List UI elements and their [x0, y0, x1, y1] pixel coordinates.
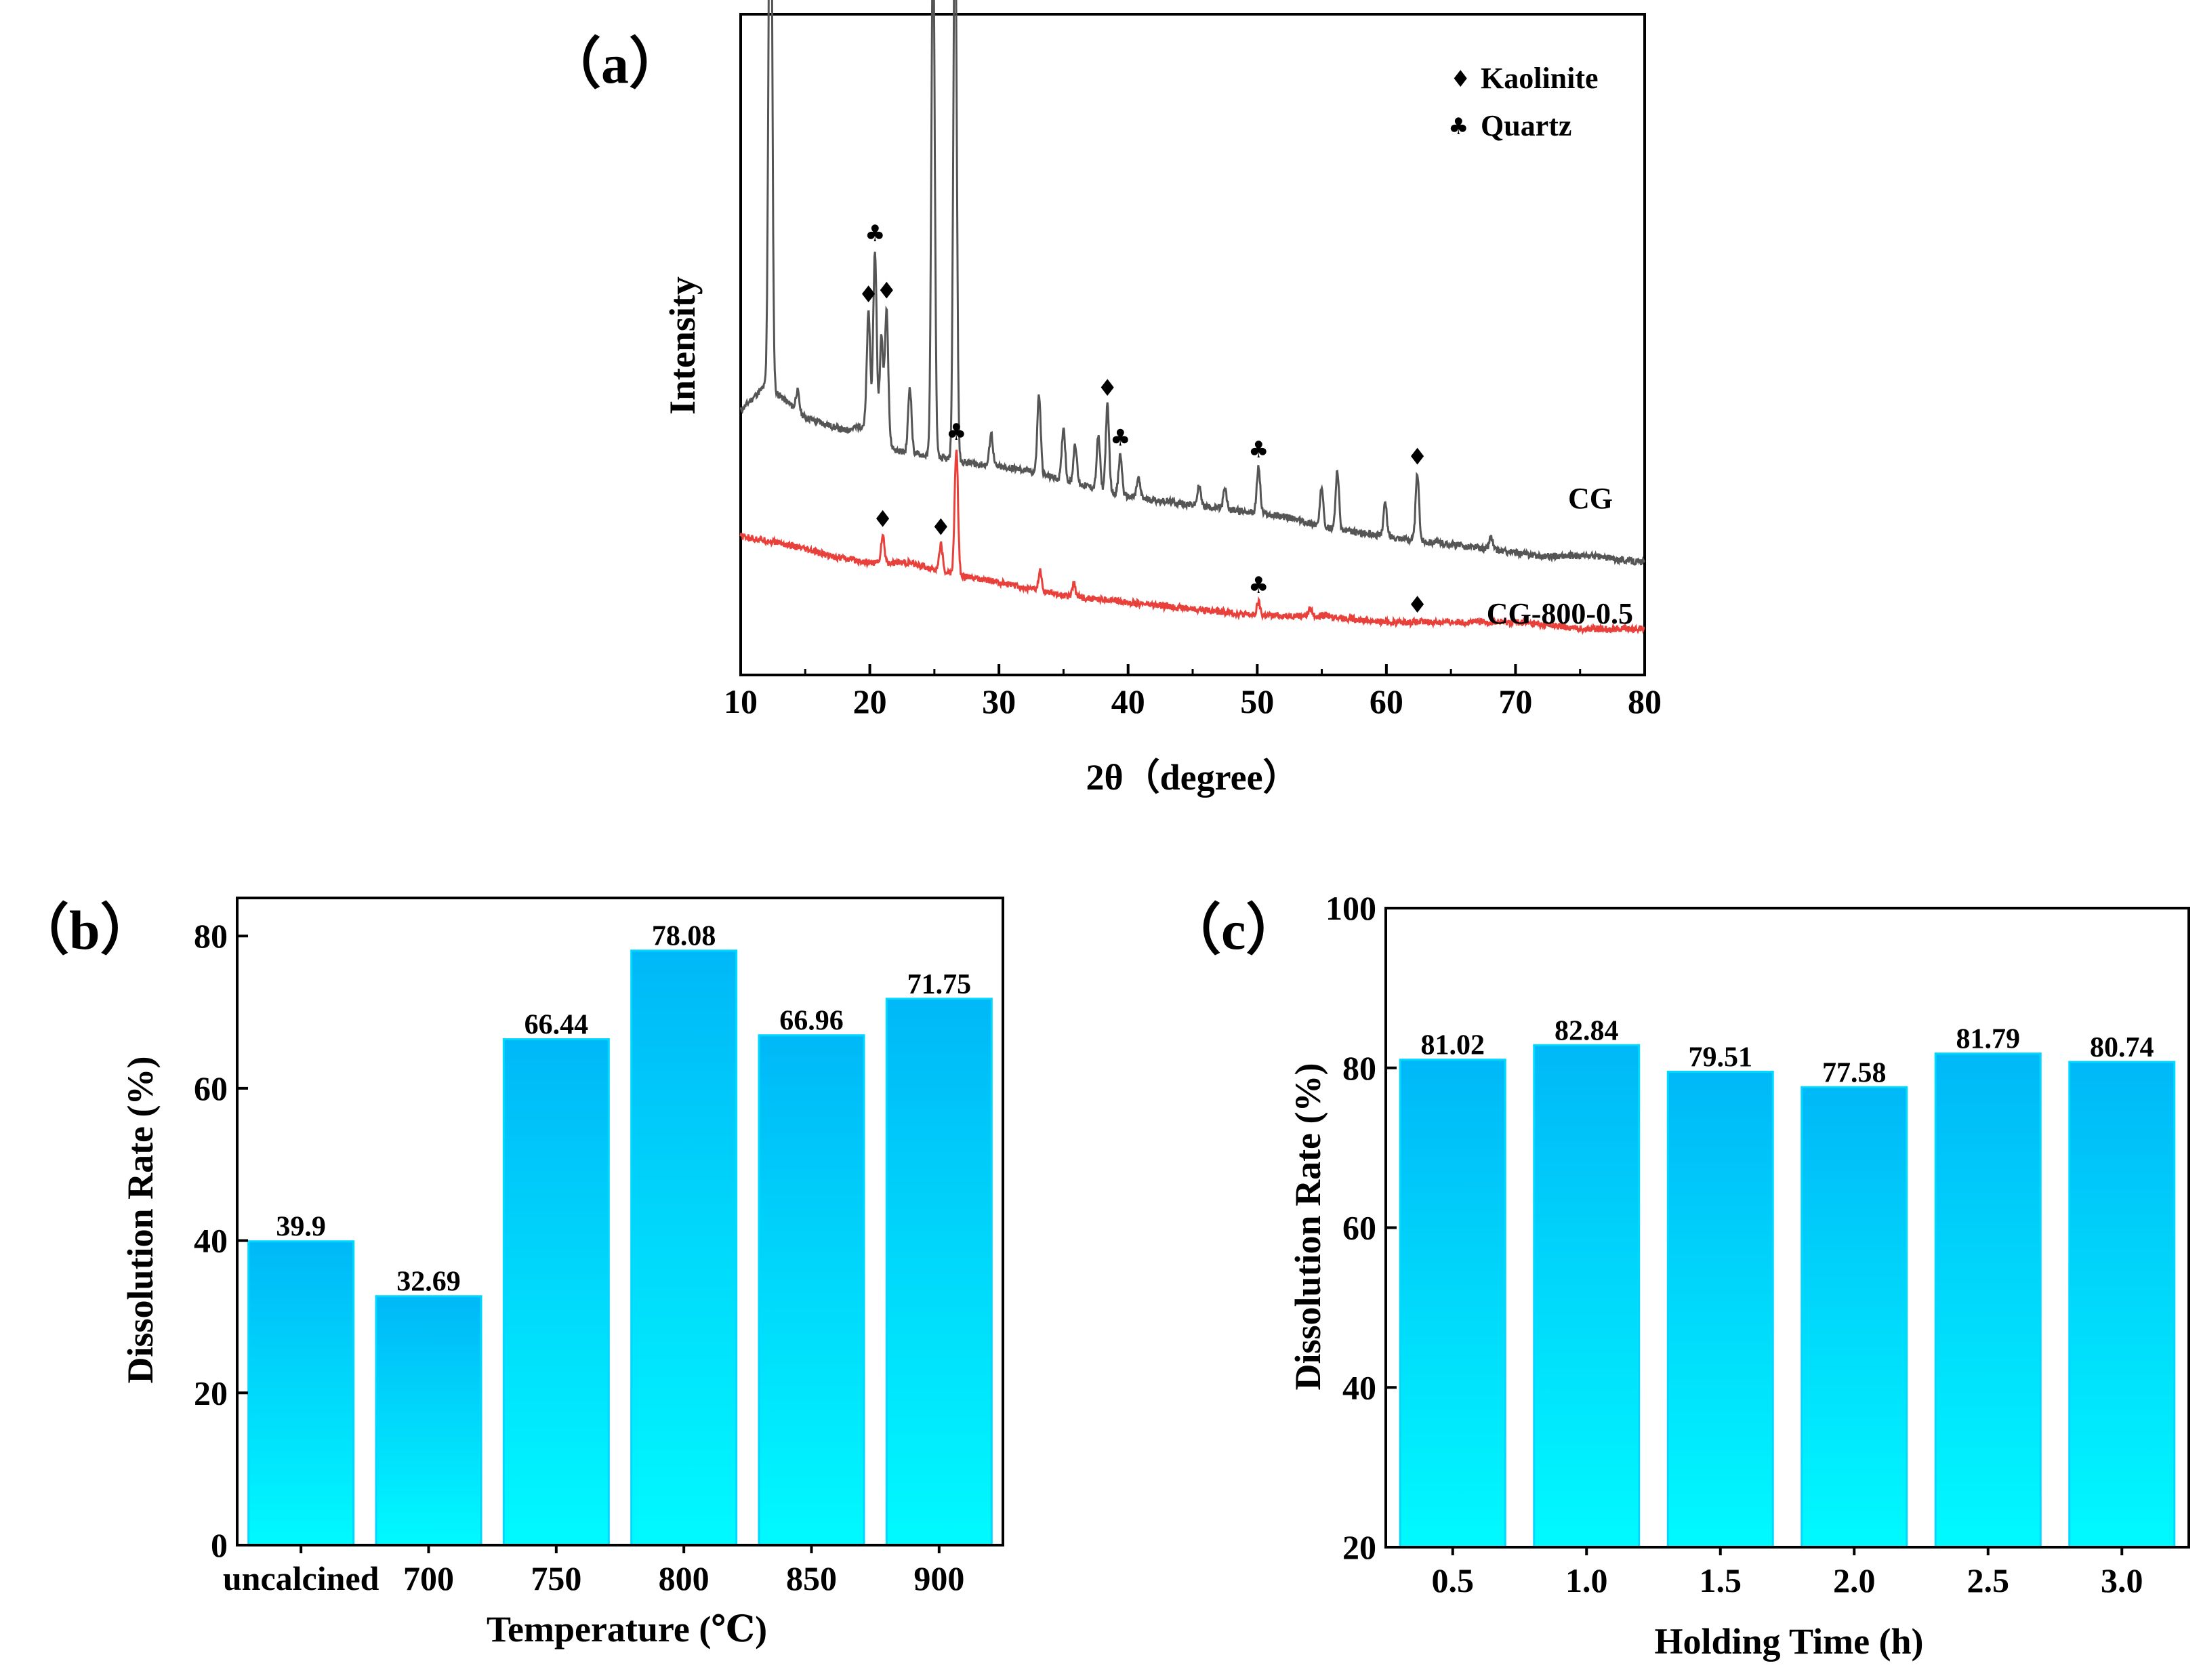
x-tick-label-b: uncalcined	[223, 1559, 379, 1597]
bar-b	[885, 998, 993, 1546]
bar-value-label-b: 66.96	[779, 1006, 844, 1037]
x-tick-label-a: 80	[1628, 682, 1662, 720]
xrd-curve-cg800	[739, 449, 1645, 636]
panel-b-temperature-chart: （b） 39.9 32.69 66.44 78.08 66.96 71.75 0 20 40 6…	[14, 897, 1004, 1650]
panel-label-c: （c）	[1166, 899, 1301, 961]
kaolinite-marker: ♦	[872, 506, 892, 533]
y-tick-label-b: 0	[211, 1526, 228, 1564]
bar-value-label-c: 82.84	[1555, 1015, 1619, 1046]
bar-value-label-b: 39.9	[276, 1212, 326, 1243]
x-tick-label-a: 40	[1111, 682, 1145, 720]
bar-b	[247, 1240, 355, 1546]
bar-c	[1801, 1086, 1908, 1549]
x-tick-label-b: 900	[913, 1559, 964, 1597]
x-tick-label-c: 2.0	[1833, 1561, 1876, 1599]
quartz-marker: ♣	[865, 220, 885, 247]
legend: ♦ Kaolinite ♣ Quartz	[1448, 62, 1599, 142]
x-tick-label-b: 800	[659, 1559, 709, 1597]
y-axis-title-a: Intensity	[662, 276, 703, 415]
x-tick-label-a: 70	[1498, 682, 1532, 720]
x-axis-b: uncalcined 700 750 800 850 900	[223, 1545, 964, 1597]
bar-value-label-c: 81.79	[1956, 1024, 2021, 1055]
bar-value-label-c: 81.02	[1421, 1030, 1485, 1061]
bar-value-label-b: 71.75	[907, 969, 972, 1000]
y-tick-label-b: 80	[194, 917, 228, 955]
x-tick-label-c: 0.5	[1432, 1561, 1475, 1599]
bar-value-label-b: 78.08	[652, 921, 716, 952]
panel-c-holding-time-chart: （c） 81.02 82.84 79.51 77.58 81.79 80.74 20 40 6…	[1166, 889, 2190, 1662]
bar-c	[1399, 1059, 1506, 1549]
kaolinite-marker: ♦	[930, 514, 951, 541]
y-tick-label-c: 60	[1342, 1209, 1376, 1247]
y-axis-title-c: Dissolution Rate (%)	[1288, 1063, 1328, 1391]
x-tick-label-c: 3.0	[2101, 1561, 2143, 1599]
bar-b	[630, 949, 738, 1546]
legend-kaolinite: Kaolinite	[1481, 62, 1599, 95]
x-axis-a: 10 20 30 40 50 60 70 80	[724, 664, 1662, 720]
bar-value-label-c: 80.74	[2090, 1032, 2154, 1063]
xrd-curves	[739, 0, 1646, 636]
bars-b: 39.9 32.69 66.44 78.08 66.96 71.75	[247, 921, 993, 1546]
bar-c	[2068, 1061, 2176, 1549]
diamond-icon: ♦	[1450, 66, 1470, 93]
x-tick-label-b: 750	[531, 1559, 581, 1597]
x-axis-title-c: Holding Time (h)	[1654, 1621, 1923, 1662]
x-axis-title-b: Temperature (℃)	[487, 1609, 767, 1650]
x-tick-label-c: 1.0	[1565, 1561, 1608, 1599]
quartz-marker: ♣	[1248, 572, 1269, 599]
club-icon: ♣	[1448, 113, 1468, 140]
kaolinite-marker: ♦	[858, 281, 878, 308]
y-tick-label-c: 80	[1342, 1049, 1376, 1087]
bar-c	[1666, 1071, 1774, 1549]
x-tick-label-a: 20	[853, 682, 887, 720]
x-axis-c: 0.5 1.0 1.5 2.0 2.5 3.0	[1432, 1547, 2143, 1599]
x-tick-label-a: 50	[1240, 682, 1274, 720]
bar-value-label-b: 66.44	[524, 1010, 589, 1041]
x-tick-label-c: 1.5	[1700, 1561, 1742, 1599]
bar-value-label-c: 77.58	[1822, 1057, 1887, 1088]
bar-b	[375, 1295, 482, 1546]
curve-label-cg800: CG-800-0.5	[1487, 597, 1633, 630]
peak-markers: ♦♦♣♦♦♣♦♣♣♦♦♦♣♣♦	[858, 220, 1427, 619]
bar-c	[1934, 1052, 2042, 1549]
bar-b	[502, 1038, 610, 1546]
kaolinite-marker: ♦	[1097, 375, 1117, 402]
bar-value-label-c: 79.51	[1689, 1042, 1753, 1073]
kaolinite-marker: ♦	[1407, 444, 1427, 471]
y-axis-title-b: Dissolution Rate (%)	[120, 1057, 161, 1384]
legend-quartz: Quartz	[1481, 109, 1571, 142]
x-tick-label-a: 30	[982, 682, 1016, 720]
y-tick-label-c: 100	[1325, 889, 1376, 927]
x-tick-label-a: 60	[1370, 682, 1403, 720]
x-axis-title-a: 2θ（degree）	[1086, 757, 1299, 798]
bar-value-label-b: 32.69	[396, 1267, 461, 1298]
y-tick-label-c: 20	[1342, 1528, 1376, 1566]
bars-c: 81.02 82.84 79.51 77.58 81.79 80.74	[1399, 1015, 2176, 1549]
y-tick-label-c: 40	[1342, 1368, 1376, 1406]
x-tick-label-b: 700	[403, 1559, 454, 1597]
x-tick-label-c: 2.5	[1967, 1561, 2010, 1599]
quartz-marker: ♣	[1248, 436, 1269, 464]
x-tick-label-a: 10	[724, 682, 758, 720]
kaolinite-marker: ♦	[1407, 592, 1427, 619]
quartz-marker: ♣	[1110, 424, 1130, 451]
y-axis-b: 0 20 40 60 80	[194, 917, 248, 1564]
plot-frame-b	[236, 897, 1004, 1546]
bar-b	[758, 1034, 865, 1546]
y-axis-c: 20 40 60 80 100	[1325, 889, 1397, 1566]
xrd-curve-cg	[739, 0, 1646, 566]
curve-label-cg: CG	[1568, 482, 1613, 515]
kaolinite-marker: ♦	[876, 278, 897, 305]
panel-label-a: （a）	[546, 33, 684, 95]
y-tick-label-b: 60	[194, 1069, 228, 1107]
bar-c	[1533, 1044, 1641, 1549]
panel-label-b: （b）	[14, 899, 156, 961]
y-tick-label-b: 40	[194, 1222, 228, 1260]
x-tick-label-b: 850	[786, 1559, 837, 1597]
quartz-marker: ♣	[946, 419, 966, 446]
y-tick-label-b: 20	[194, 1374, 228, 1412]
